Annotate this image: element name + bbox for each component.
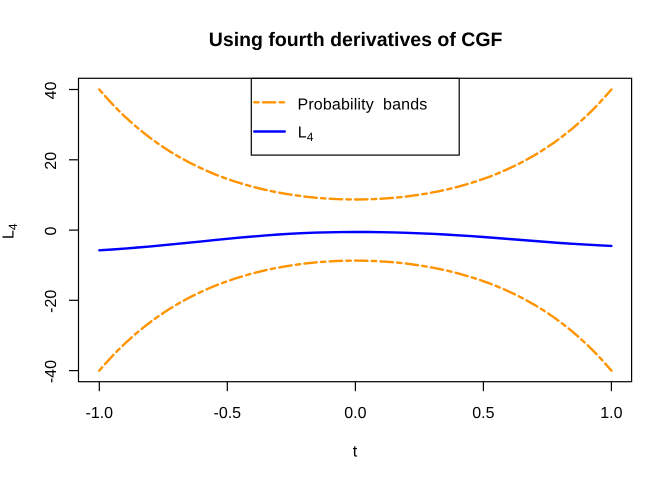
svg-text:L4: L4 [298,124,314,144]
svg-text:0.5: 0.5 [472,405,494,422]
svg-text:40: 40 [43,82,60,100]
svg-text:0.0: 0.0 [344,405,366,422]
svg-text:1.0: 1.0 [600,405,622,422]
svg-text:-40: -40 [43,360,60,383]
svg-text:20: 20 [43,152,60,170]
svg-text:-1.0: -1.0 [86,405,114,422]
svg-text:Probability bands: Probability bands [298,96,428,113]
svg-text:-0.5: -0.5 [214,405,242,422]
svg-text:L4: L4 [1,223,21,239]
svg-text:t: t [353,444,358,461]
svg-text:-20: -20 [43,290,60,313]
svg-text:0: 0 [43,227,60,236]
svg-text:Using fourth derivatives of CG: Using fourth derivatives of CGF [209,29,503,51]
